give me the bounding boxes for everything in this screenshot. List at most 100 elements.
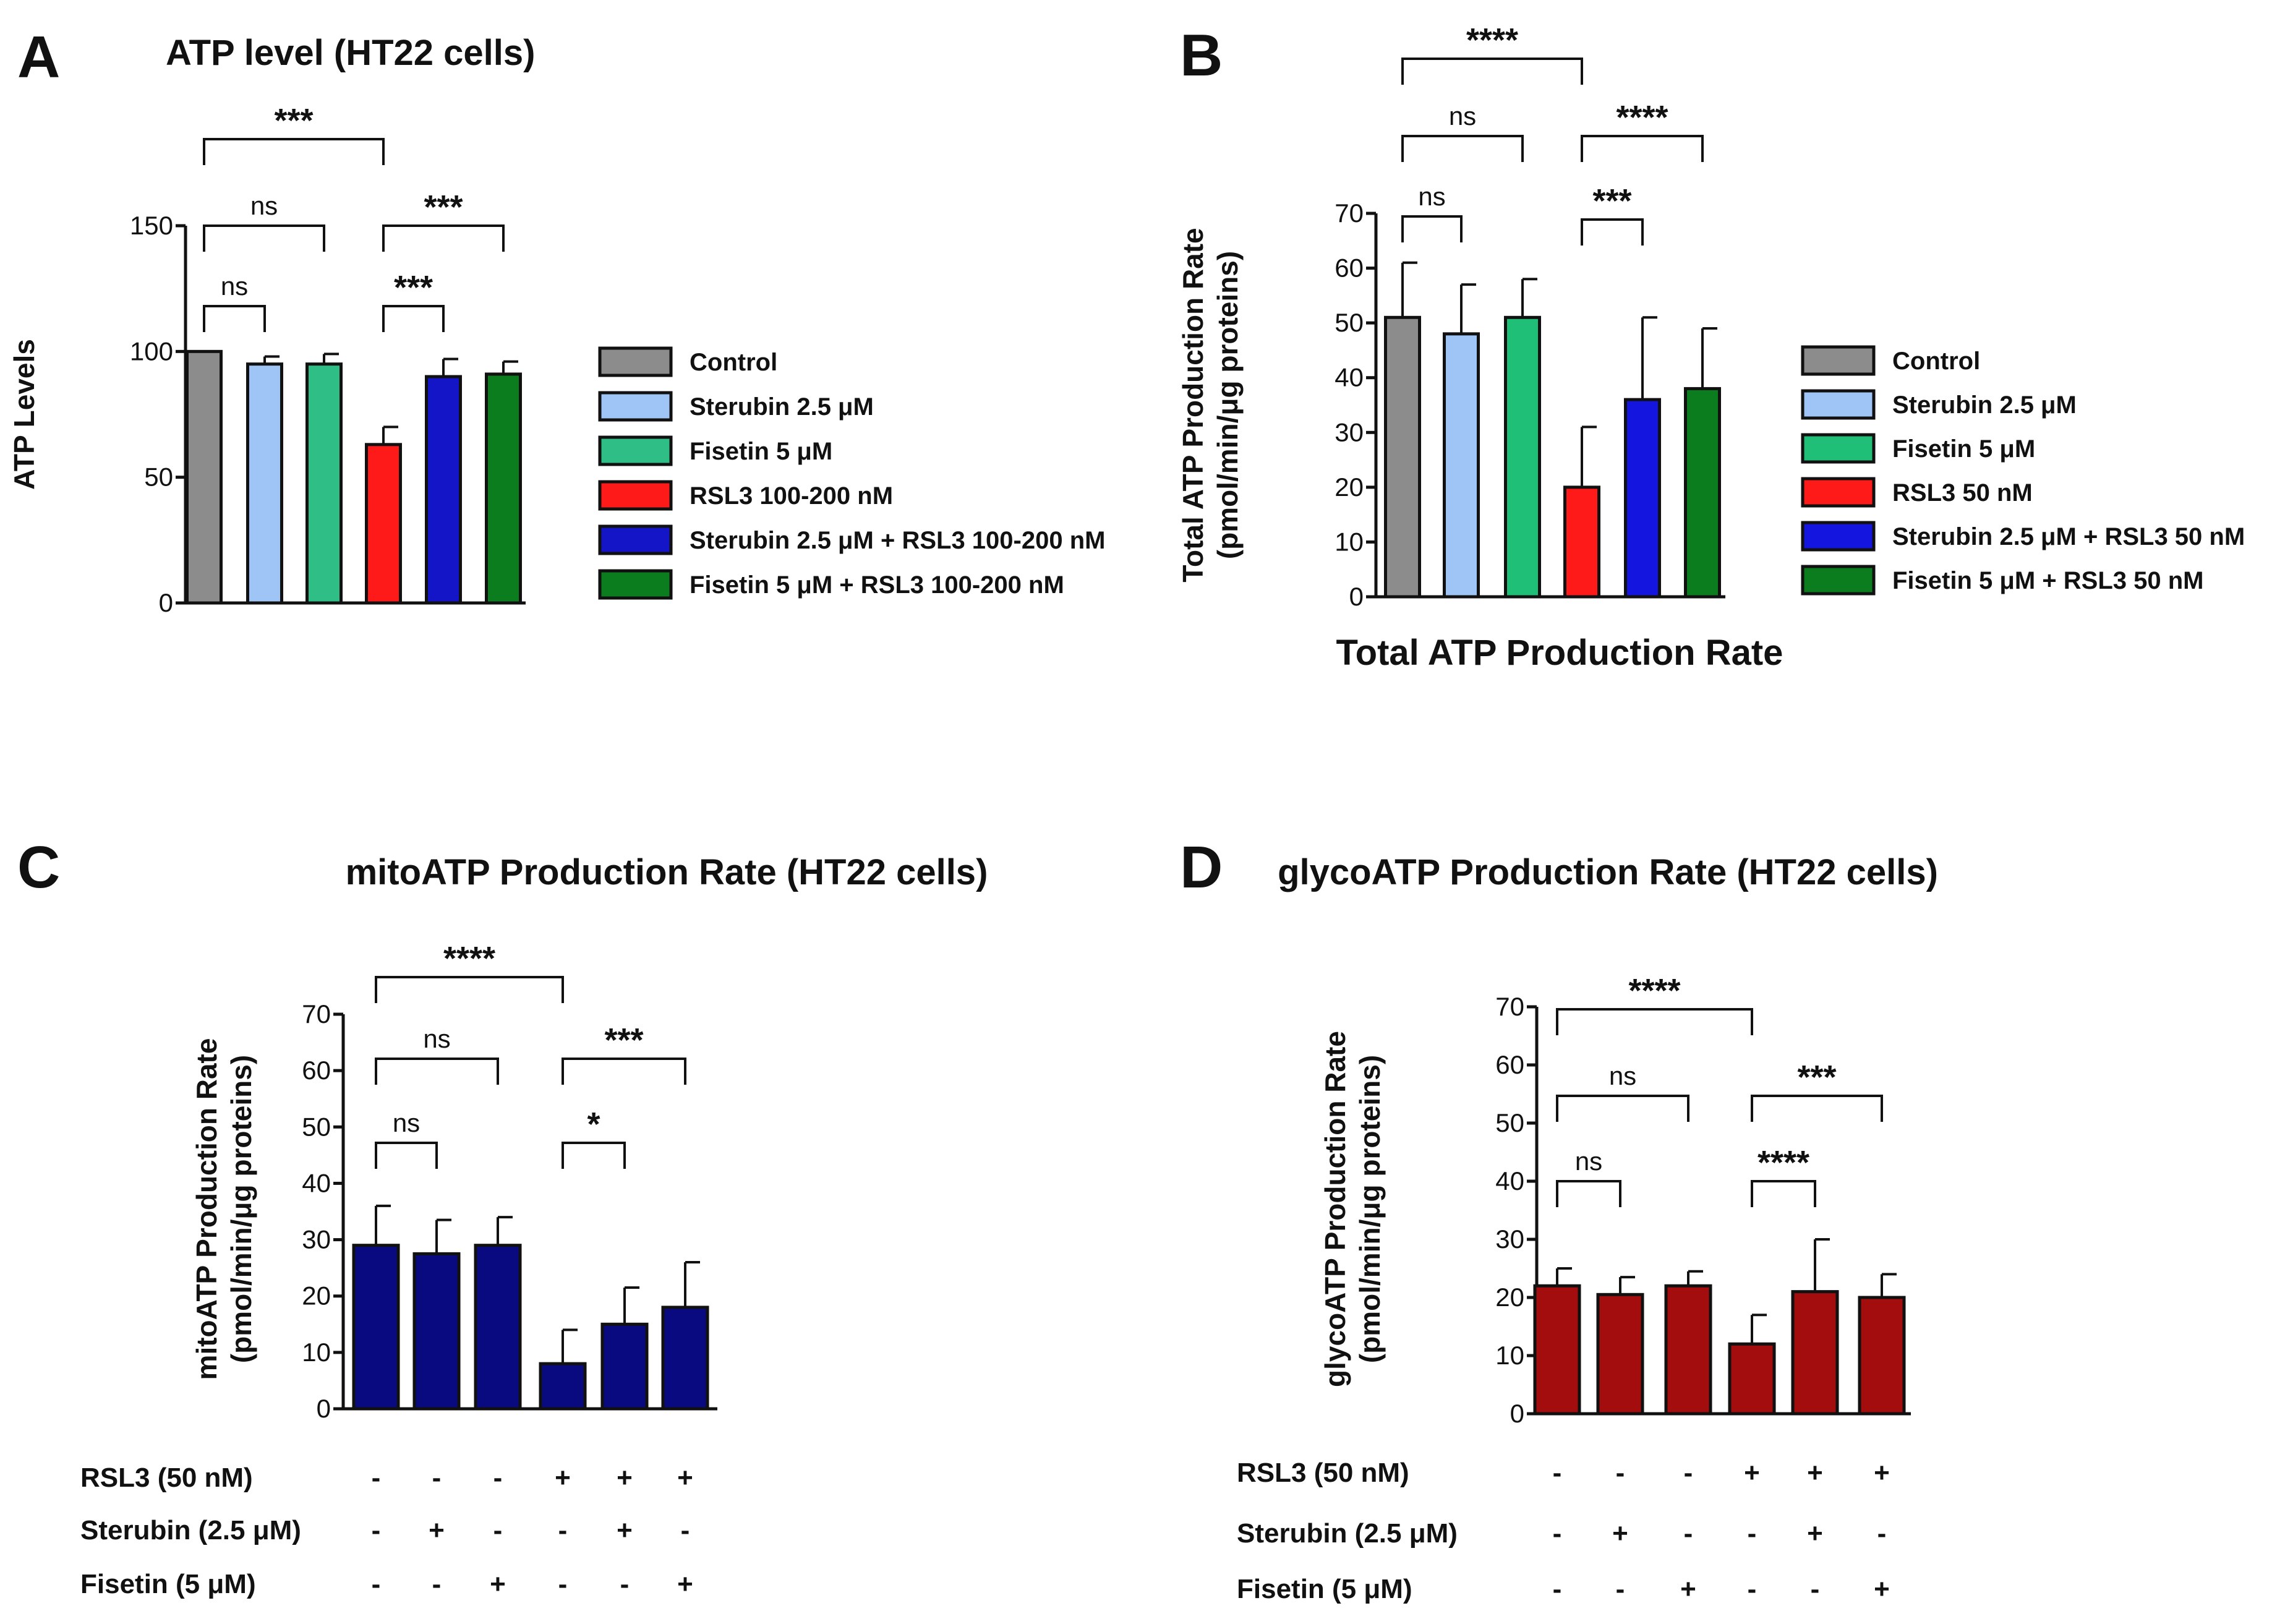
- panel-a-bar: [305, 362, 343, 605]
- panel-c-sig-bracket: [375, 976, 564, 1003]
- panel-b-sig-bracket: [1581, 135, 1704, 162]
- panel-b-bar: [1504, 315, 1541, 599]
- panel-d-sig-label: ***: [1797, 1059, 1836, 1096]
- panel-a-ytick-label: 100: [130, 336, 173, 365]
- panel-d-ytick-label: 60: [1495, 1050, 1524, 1079]
- panel-c-sig-label: ns: [393, 1108, 420, 1137]
- panel-b-ytick-label: 50: [1335, 308, 1364, 337]
- panel-a-sig-label: ***: [424, 189, 463, 226]
- panel-c-treatment-sign: -: [372, 1515, 381, 1545]
- panel-b-ytick-label: 60: [1335, 254, 1364, 283]
- panel-c-treatment-sign: -: [558, 1515, 568, 1545]
- panel-a-title: ATP level (HT22 cells): [166, 33, 535, 73]
- panel-c-sig-label: ****: [443, 940, 495, 977]
- panel-c-treatment-sign: +: [429, 1515, 445, 1545]
- panel-c-treatment-sign: -: [558, 1569, 568, 1599]
- panel-c-treatment-sign: -: [372, 1569, 381, 1599]
- panel-b-letter: B: [1180, 22, 1223, 88]
- panel-b-ytick-label: 20: [1335, 472, 1364, 502]
- panel-d-treatment-sign: +: [1874, 1458, 1890, 1488]
- panel-d-sig-bracket: [1751, 1095, 1883, 1122]
- panel-c-ytick-label: 0: [317, 1394, 331, 1423]
- panel-b-legend-label: Fisetin 5 μM: [1892, 435, 2035, 463]
- panel-a-sig-label: ***: [394, 269, 433, 306]
- panel-b-bar: [1443, 332, 1480, 599]
- panel-d-sig-bracket: [1556, 1180, 1621, 1207]
- panel-b-sig-bracket: [1401, 58, 1583, 85]
- panel-b-legend-label: Sterubin 2.5 μM + RSL3 50 nM: [1892, 523, 2245, 550]
- panel-c-treatment-label: Fisetin (5 μM): [80, 1569, 256, 1599]
- panel-a-sig-label: ns: [250, 191, 278, 220]
- panel-b-xlabel: Total ATP Production Rate: [1336, 633, 1783, 673]
- panel-d-sig-bracket: [1556, 1095, 1689, 1122]
- panel-d-treatment-sign: +: [1680, 1574, 1696, 1604]
- panel-d-bar: [1728, 1342, 1776, 1416]
- panel-a-legend-label: Fisetin 5 μM: [690, 438, 832, 465]
- panel-c-ytick-label: 20: [302, 1281, 331, 1310]
- panel-d-bar: [1791, 1290, 1839, 1416]
- panel-b-bar: [1384, 315, 1421, 599]
- panel-d-ylabel-line: glycoATP Production Rate: [1319, 1031, 1351, 1387]
- panel-d-letter: D: [1180, 834, 1223, 900]
- panel-d-treatment-sign: +: [1744, 1458, 1760, 1488]
- panel-d-treatment-sign: +: [1874, 1574, 1890, 1604]
- panel-c-ytick-label: 60: [302, 1056, 331, 1085]
- panel-d-treatment-sign: +: [1807, 1458, 1823, 1488]
- panel-b-ylabel-line: (pmol/min/μg proteins): [1211, 251, 1244, 559]
- panel-a-sig-label: ***: [274, 102, 313, 139]
- panel-d-treatment-label: RSL3 (50 nM): [1237, 1458, 1409, 1488]
- panel-c-sig-label: *: [587, 1106, 600, 1143]
- panel-c-treatment-sign: +: [490, 1569, 506, 1599]
- panel-a-sig-label: ns: [221, 271, 248, 301]
- panel-a-legend-swatch: [598, 391, 673, 422]
- panel-c-title: mitoATP Production Rate (HT22 cells): [346, 852, 988, 892]
- panel-c-treatment-sign: -: [493, 1463, 503, 1493]
- panel-b-legend-swatch: [1801, 345, 1876, 376]
- panel-b-sig-label: ****: [1616, 99, 1668, 136]
- panel-b-legend-swatch: [1801, 565, 1876, 596]
- panel-d-treatment-label: Sterubin (2.5 μM): [1237, 1518, 1458, 1549]
- panel-c-treatment-sign: -: [493, 1515, 503, 1545]
- panel-d-treatment-sign: -: [1553, 1458, 1562, 1488]
- panel-a-legend-swatch: [598, 435, 673, 466]
- panel-c-sig-label: ns: [423, 1024, 450, 1053]
- panel-a-legend-swatch: [598, 569, 673, 600]
- panel-d-treatment-sign: -: [1877, 1518, 1887, 1549]
- panel-c-ytick-label: 40: [302, 1168, 331, 1197]
- panel-a-bar: [365, 443, 402, 605]
- panel-d-ylabel-line: (pmol/min/μg proteins): [1354, 1055, 1386, 1363]
- panel-c-bar: [600, 1322, 649, 1411]
- panel-c-treatment-sign: -: [620, 1569, 630, 1599]
- panel-c-treatment-sign: -: [681, 1515, 690, 1545]
- panel-d-treatment-sign: -: [1748, 1518, 1757, 1549]
- panel-c-treatment-sign: -: [372, 1463, 381, 1493]
- panel-c-sig-bracket: [375, 1058, 499, 1085]
- panel-b-ytick-label: 0: [1349, 582, 1364, 611]
- panel-b-bar: [1684, 387, 1721, 599]
- panel-d-treatment-sign: -: [1811, 1574, 1820, 1604]
- panel-d-bar: [1858, 1296, 1906, 1416]
- panel-d-treatment-sign: -: [1616, 1458, 1625, 1488]
- panel-d-sig-label: ****: [1758, 1144, 1809, 1181]
- panel-a-ytick-label: 150: [130, 211, 173, 240]
- panel-c-treatment-sign: +: [677, 1569, 693, 1599]
- panel-d-treatment-sign: -: [1684, 1458, 1693, 1488]
- panel-d-title: glycoATP Production Rate (HT22 cells): [1278, 852, 1938, 892]
- panel-a-ytick-label: 0: [159, 588, 173, 617]
- panel-c-ytick-label: 70: [302, 999, 331, 1028]
- panel-a-legend-swatch: [598, 480, 673, 511]
- panel-c-treatment-sign: -: [432, 1569, 442, 1599]
- panel-c-ylabel-line: (pmol/min/μg proteins): [225, 1055, 257, 1363]
- panel-d-treatment-sign: -: [1748, 1574, 1757, 1604]
- panel-a-letter: A: [17, 24, 60, 90]
- panel-b-sig-bracket: [1581, 218, 1644, 246]
- panel-d-sig-bracket: [1556, 1008, 1753, 1035]
- panel-b-bar: [1563, 485, 1600, 599]
- panel-b-legend-swatch: [1801, 389, 1876, 420]
- panel-d-sig-bracket: [1751, 1180, 1816, 1207]
- panel-c-bar: [539, 1362, 587, 1411]
- panel-b-ytick-label: 40: [1335, 363, 1364, 392]
- panel-b-legend-label: Control: [1892, 348, 1980, 375]
- panel-a-ylabel: ATP Levels: [8, 339, 40, 490]
